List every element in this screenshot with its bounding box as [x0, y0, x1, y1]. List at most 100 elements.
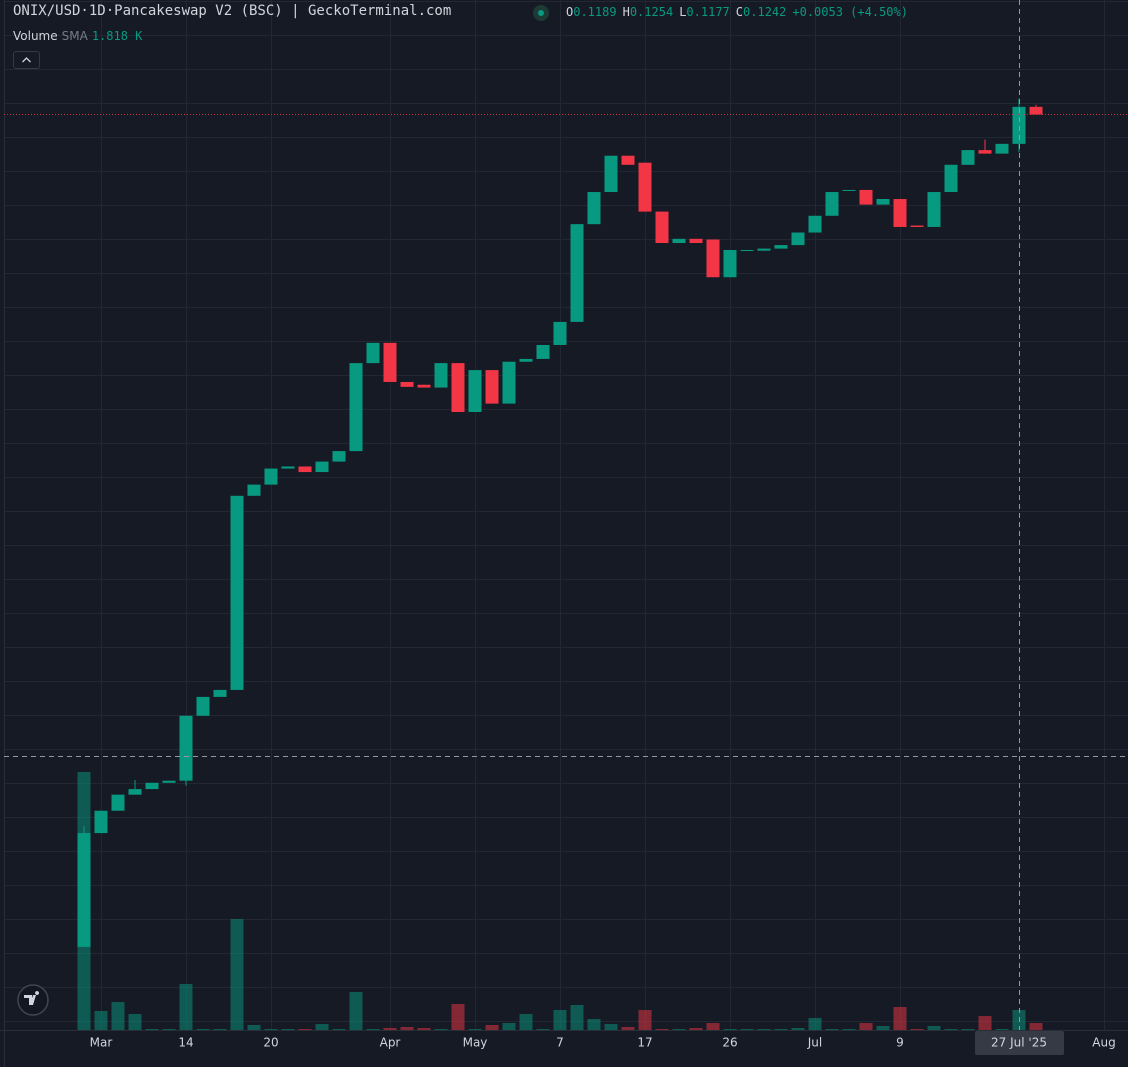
x-tick-label: Jul — [807, 1036, 822, 1050]
candle-body — [944, 164, 958, 193]
volume-bar — [876, 1026, 890, 1030]
x-tick-label: 27 Jul '25 — [991, 1036, 1047, 1050]
volume-bar — [638, 1010, 652, 1030]
ohlc-letter: L — [679, 5, 687, 19]
candle-body — [502, 361, 516, 404]
volume-legend: Volume SMA 1.818 K — [13, 29, 142, 43]
volume-bar — [485, 1025, 499, 1030]
candle-body — [468, 370, 482, 412]
candle-body — [281, 466, 295, 469]
candle-body — [825, 192, 839, 216]
volume-bar — [281, 1029, 295, 1030]
candle-body — [876, 199, 890, 205]
ohlc-value: 0.1177 — [686, 5, 730, 19]
candle-body — [145, 782, 159, 790]
tradingview-logo[interactable] — [17, 984, 49, 1016]
candle-body — [451, 363, 465, 412]
candle-body — [621, 155, 635, 165]
volume-bar — [94, 1011, 108, 1030]
volume-bar — [706, 1023, 720, 1030]
volume-bar — [247, 1025, 261, 1030]
volume-bar — [825, 1029, 839, 1030]
volume-bar — [723, 1029, 737, 1030]
status-dot — [533, 5, 549, 21]
chart-title: ONIX/USD·1D·Pancakeswap V2 (BSC) | Gecko… — [13, 3, 452, 19]
x-tick-label: 14 — [178, 1036, 193, 1050]
x-tick-label: 26 — [722, 1036, 737, 1050]
volume-label: Volume — [13, 29, 58, 43]
candle-body — [298, 466, 312, 473]
volume-bar — [298, 1029, 312, 1030]
candle-body — [179, 715, 193, 781]
candle-body — [842, 189, 856, 191]
candle-body — [1012, 106, 1026, 144]
candle-body — [485, 370, 499, 404]
x-tick-label: Mar — [90, 1036, 113, 1050]
candle-body — [859, 189, 873, 205]
candle-body — [638, 162, 652, 212]
candle-body — [723, 249, 737, 278]
ohlc-letter: O — [566, 5, 574, 19]
volume-bar — [451, 1004, 465, 1030]
volume-bar — [978, 1016, 992, 1030]
collapse-button[interactable] — [13, 51, 40, 69]
candle-body — [332, 451, 346, 462]
candle-body — [162, 780, 176, 783]
candle-body — [128, 789, 142, 795]
volume-bar — [332, 1029, 346, 1030]
candle-body — [587, 192, 601, 225]
volume-bar — [468, 1029, 482, 1030]
volume-bar — [655, 1029, 669, 1030]
volume-bar — [927, 1026, 941, 1030]
sma-label: SMA — [61, 29, 88, 43]
candle-body — [995, 143, 1009, 154]
volume-bar — [587, 1019, 601, 1030]
candle-body — [315, 461, 329, 473]
candle-body — [689, 238, 703, 244]
candle-body — [519, 358, 533, 362]
ohlc-legend: O0.1189 H0.1254 L0.1177 C0.1242 +0.0053 (+4.… — [566, 5, 914, 19]
volume-bar — [179, 984, 193, 1030]
volume-bar — [111, 1002, 125, 1030]
candle-body — [434, 363, 448, 388]
x-tick-label: 9 — [896, 1036, 904, 1050]
x-tick-label: 20 — [263, 1036, 278, 1050]
candle-body — [111, 794, 125, 811]
candle-body — [740, 249, 754, 251]
volume-bar — [145, 1029, 159, 1030]
ohlc-value: 0.1254 — [629, 5, 674, 19]
candle-body — [791, 232, 805, 246]
volume-bar — [264, 1029, 278, 1030]
volume-bar — [791, 1028, 805, 1030]
volume-bar — [944, 1029, 958, 1030]
volume-bar — [1029, 1023, 1043, 1030]
candle-body — [570, 224, 584, 322]
volume-bar — [366, 1029, 380, 1030]
volume-bar — [536, 1029, 550, 1030]
candle-body — [604, 155, 618, 193]
x-tick-label: 7 — [556, 1036, 564, 1050]
candle-body — [553, 321, 567, 345]
candle-body — [774, 245, 788, 249]
candle-body — [893, 199, 907, 227]
candle-body — [757, 248, 771, 251]
collapse-icon — [22, 57, 31, 63]
sma-value: 1.818 K — [91, 29, 143, 43]
volume-bar — [400, 1027, 414, 1030]
ohlc-value: 0.1242 — [743, 5, 787, 19]
volume-bar — [740, 1029, 754, 1030]
volume-bar — [689, 1028, 703, 1030]
volume-bar — [128, 1014, 142, 1030]
crosshair-date-box — [975, 1031, 1064, 1055]
candle-body — [927, 192, 941, 227]
x-tick-label: 17 — [637, 1036, 652, 1050]
volume-bar — [621, 1027, 635, 1030]
x-tick-label: May — [463, 1036, 488, 1050]
candle-body — [978, 150, 992, 154]
candle-body — [706, 239, 720, 278]
volume-bar — [213, 1029, 227, 1030]
candle-body — [400, 381, 414, 387]
volume-bar — [434, 1029, 448, 1030]
